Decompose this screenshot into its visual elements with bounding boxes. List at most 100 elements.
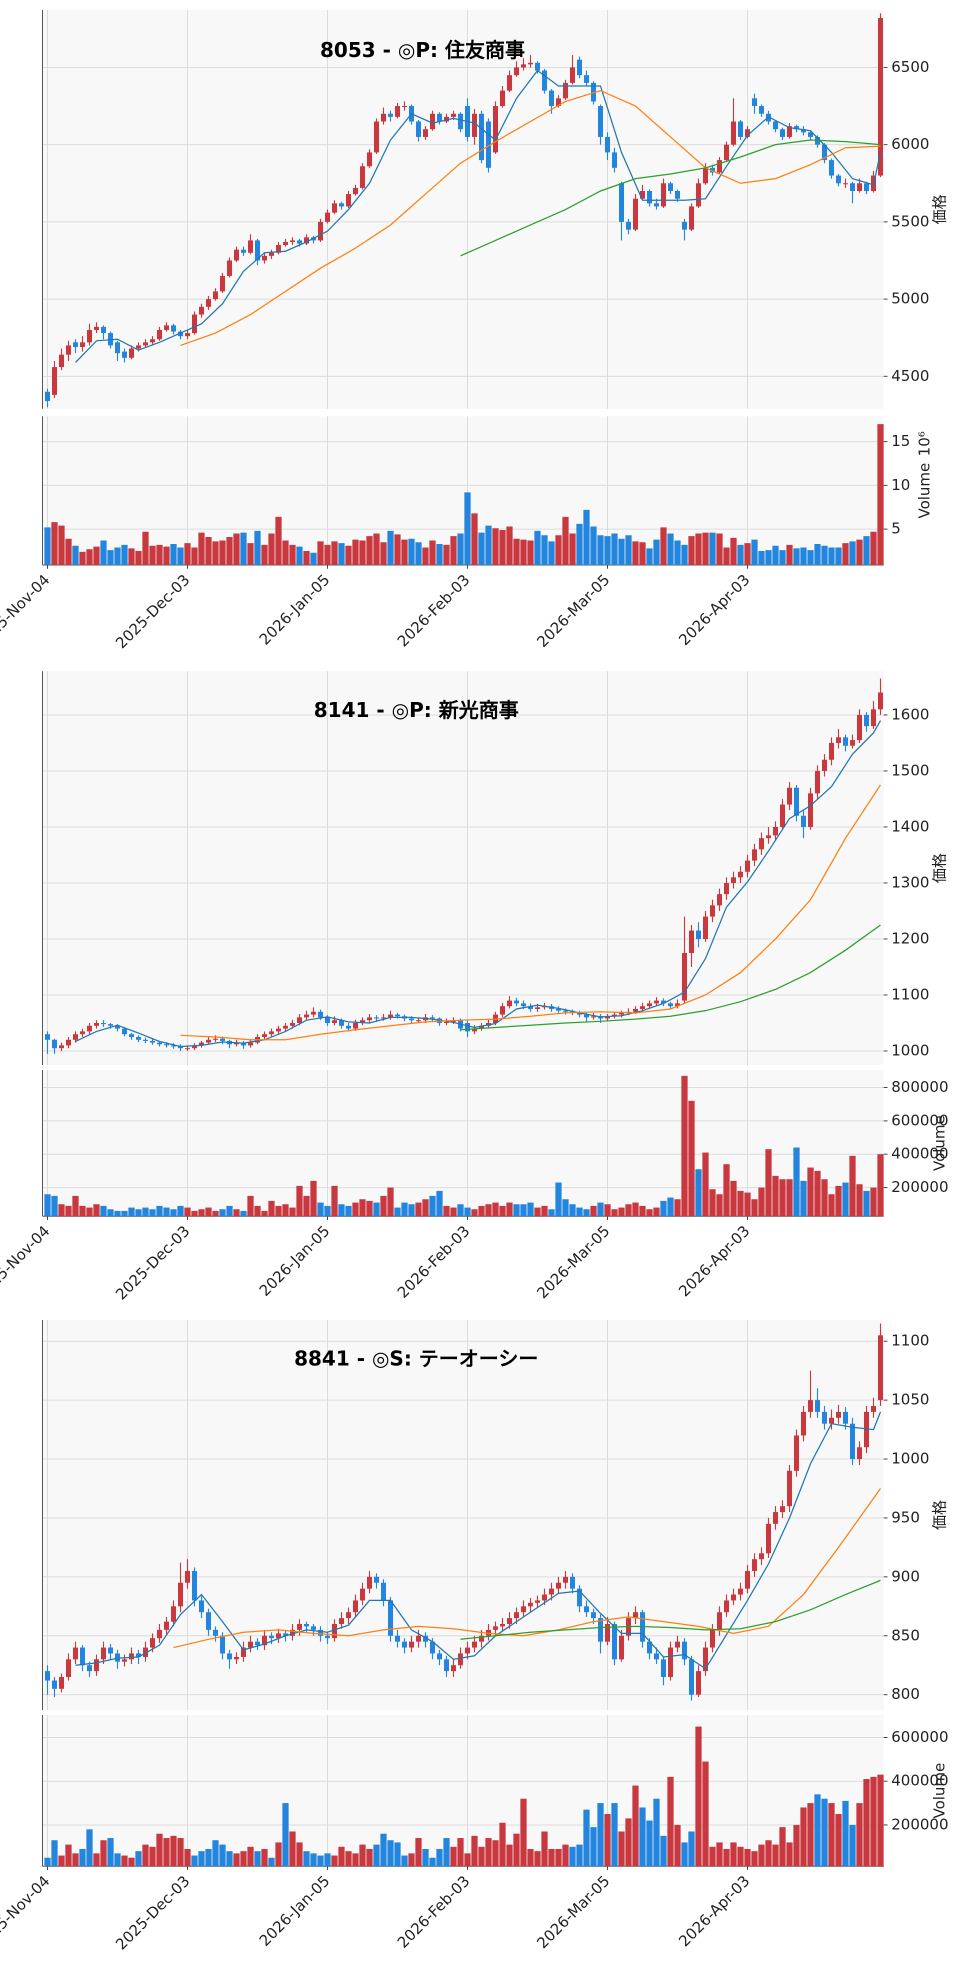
candle-body — [170, 1045, 177, 1047]
volume-bar — [786, 544, 793, 565]
candle-body — [744, 860, 751, 872]
candle-body — [828, 160, 835, 176]
candle-body — [709, 1629, 716, 1648]
candle-body — [471, 113, 478, 137]
candle-body — [506, 1000, 513, 1007]
volume-bar — [135, 551, 142, 565]
volume-bar — [44, 527, 51, 565]
volume-bar — [555, 1182, 562, 1217]
volume-bar — [331, 541, 338, 565]
candle-body — [821, 759, 828, 771]
volume-bar — [695, 1169, 702, 1217]
y-axis-label: 価格 — [931, 853, 949, 883]
volume-bar — [240, 1210, 247, 1217]
volume-bar — [625, 535, 632, 565]
volume-bar — [72, 1853, 79, 1867]
candle-body — [730, 877, 737, 883]
candle-body — [737, 1588, 744, 1595]
volume-bar — [723, 1848, 730, 1867]
candle-body — [415, 1020, 422, 1022]
candle-body — [275, 245, 282, 253]
candle-body — [485, 121, 492, 168]
x-tick-label: 2025-Dec-03 — [112, 571, 193, 652]
volume-bar — [688, 536, 695, 565]
candle-body — [856, 183, 863, 191]
candle-body — [688, 930, 695, 953]
candle-body — [387, 1014, 394, 1018]
candle-body — [548, 90, 555, 107]
candle-body — [758, 1553, 765, 1560]
candle-body — [429, 1017, 436, 1019]
candle-body — [828, 1417, 835, 1424]
candle-body — [352, 1022, 359, 1029]
candle-body — [331, 1020, 338, 1023]
volume-bar — [856, 1184, 863, 1217]
candle-body — [443, 1021, 450, 1023]
price-panel — [42, 10, 884, 409]
volume-bar — [275, 1205, 282, 1217]
candle-body — [135, 345, 142, 349]
volume-bar — [562, 516, 569, 565]
volume-bar — [793, 1147, 800, 1217]
volume-bar — [163, 546, 170, 565]
candle-body — [184, 333, 191, 337]
candle-body — [639, 1006, 646, 1009]
candle-body — [65, 345, 72, 355]
y-tick-label: 1300 — [891, 873, 929, 891]
candle-body — [86, 329, 93, 343]
candle-body — [842, 183, 849, 185]
candle-body — [44, 391, 51, 402]
candle-body — [716, 160, 723, 173]
candle-body — [716, 1612, 723, 1630]
y-tick-label: 1400 — [891, 817, 929, 835]
candle-body — [303, 1014, 310, 1018]
candle-body — [163, 1621, 170, 1630]
volume-bar — [779, 1179, 786, 1217]
candle-body — [317, 1011, 324, 1018]
volume-bar — [569, 1204, 576, 1217]
volume-bar — [443, 544, 450, 565]
candle-body — [79, 1647, 86, 1666]
candle-body — [562, 1576, 569, 1583]
candle-body — [786, 126, 793, 137]
volume-bar — [765, 550, 772, 565]
candle-body — [702, 916, 709, 939]
candle-body — [877, 18, 884, 176]
candle-body — [303, 237, 310, 244]
volume-bar — [387, 530, 394, 565]
candle-body — [541, 1594, 548, 1601]
candle-body — [240, 249, 247, 253]
volume-bar — [373, 1844, 380, 1867]
candle-body — [590, 1612, 597, 1619]
candle-body — [212, 1629, 219, 1636]
x-tick-label: 2026-Apr-03 — [675, 1222, 753, 1300]
volume-bar — [877, 424, 884, 565]
volume-bar — [436, 1190, 443, 1217]
volume-bar — [331, 1855, 338, 1867]
volume-bar — [317, 1202, 324, 1217]
candle-body — [93, 1022, 100, 1026]
volume-bar — [415, 542, 422, 565]
y-tick-label: 4500 — [891, 367, 929, 385]
volume-bar — [86, 1207, 93, 1217]
volume-bar — [464, 1207, 471, 1217]
y-tick-label: 6000 — [891, 135, 929, 153]
candle-body — [247, 1641, 254, 1648]
volume-bar — [534, 1851, 541, 1867]
volume-bar — [751, 1851, 758, 1867]
candle-body — [443, 1659, 450, 1672]
volume-bar — [639, 542, 646, 565]
volume-bar — [583, 1209, 590, 1217]
candle-body — [758, 838, 765, 850]
candle-body — [296, 1017, 303, 1023]
volume-bar — [450, 536, 457, 565]
candle-body — [128, 1034, 135, 1037]
volume-bar — [604, 536, 611, 565]
candle-body — [436, 1653, 443, 1660]
y-axis-label: 価格 — [931, 1500, 949, 1530]
volume-bar — [226, 537, 233, 565]
volume-bar — [800, 1807, 807, 1867]
volume-bar — [730, 1180, 737, 1217]
volume-bar — [499, 1205, 506, 1217]
volume-bar — [212, 541, 219, 565]
